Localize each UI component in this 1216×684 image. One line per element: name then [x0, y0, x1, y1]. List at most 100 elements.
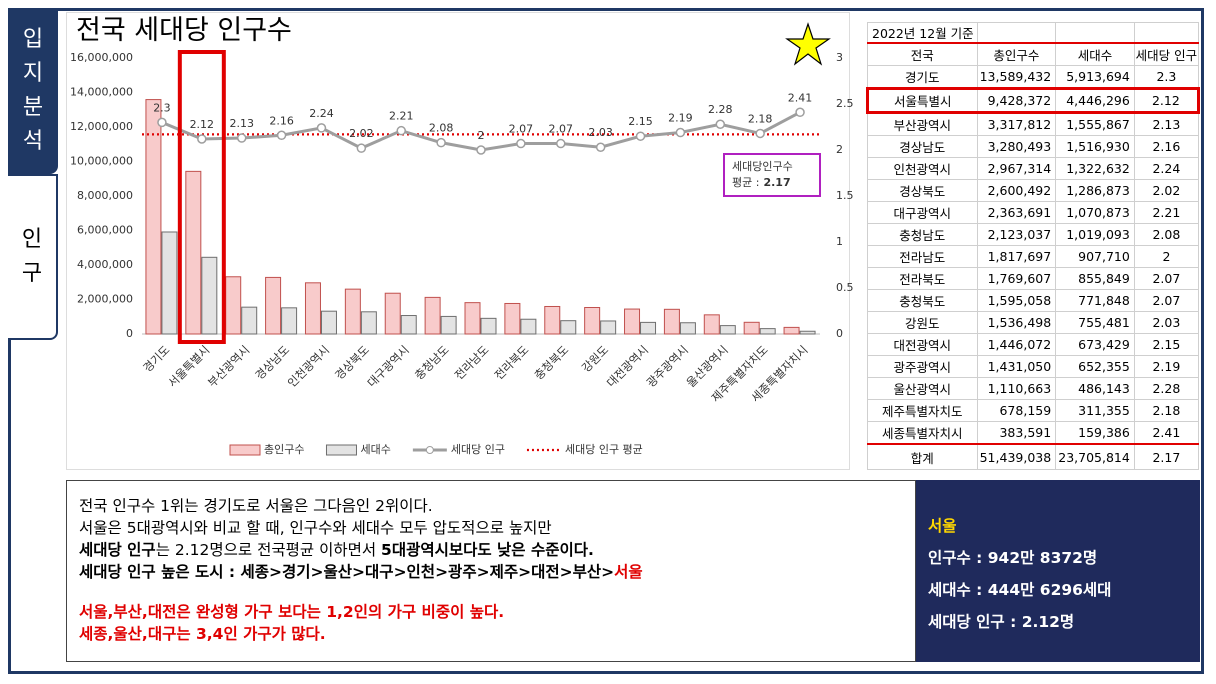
text-line: 세종,울산,대구는 3,4인 가구가 많다. — [79, 623, 903, 645]
table-row: 경기도 13,589,432 5,913,694 2.3 — [867, 65, 1200, 89]
table-cell: 2.13 — [1133, 112, 1200, 136]
table-row: 대구광역시 2,363,691 1,070,873 2.21 — [867, 201, 1200, 224]
data-label: 2.18 — [748, 112, 773, 125]
line-marker — [635, 131, 646, 141]
table-cell: 1,070,873 — [1055, 201, 1135, 224]
y-tick-label: 2,000,000 — [77, 293, 133, 306]
table-cell: 울산광역시 — [867, 377, 978, 400]
table-cell: 세종특별자치시 — [867, 421, 978, 445]
table-cell: 서울특별시 — [866, 87, 978, 114]
table-cell: 486,143 — [1055, 377, 1135, 400]
table-cell: 3,317,812 — [976, 112, 1057, 136]
bar — [783, 326, 800, 335]
bar — [201, 256, 218, 335]
data-label: 2.07 — [549, 123, 574, 136]
bar — [584, 306, 601, 335]
bar — [281, 307, 298, 335]
line-marker — [356, 143, 367, 153]
x-tick-label: 대구광역시 — [365, 343, 412, 390]
star-icon — [785, 22, 831, 66]
legend-label: 세대수 — [360, 443, 390, 456]
x-tick-label: 광주광역시 — [644, 343, 691, 390]
table-cell: 2,967,314 — [976, 157, 1057, 180]
x-tick-label: 인천광역시 — [285, 343, 332, 390]
data-label: 2.16 — [269, 114, 294, 127]
table-cell: 13,589,432 — [976, 65, 1057, 89]
table-row: 인천광역시 2,967,314 1,322,632 2.24 — [867, 157, 1200, 180]
data-table: 2022년 12월 기준 전국 총인구수 세대수 세대당 인구 경기도 13,589,432… — [866, 22, 1201, 470]
bar — [560, 320, 577, 335]
table-caption: 2022년 12월 기준 — [867, 22, 978, 44]
header-cell: 세대당 인구 — [1133, 42, 1200, 66]
line-marker — [795, 107, 805, 118]
line-marker — [715, 119, 726, 129]
table-cell: 2.07 — [1133, 289, 1200, 312]
text-segment: 서울 — [614, 563, 643, 581]
bar — [719, 325, 736, 335]
table-cell: 1,110,663 — [976, 377, 1057, 400]
bar — [185, 170, 202, 335]
legend-label: 세대당 인구 평균 — [565, 443, 643, 456]
tab[interactable]: 인구 — [8, 174, 58, 340]
table-cell: 경상남도 — [867, 135, 978, 158]
line-marker — [476, 145, 486, 155]
caption-row: 2022년 12월 기준 — [867, 22, 1200, 44]
legend-label: 총인구수 — [264, 443, 304, 456]
line-marker — [436, 137, 446, 148]
table-cell: 광주광역시 — [867, 355, 978, 378]
callout-value: 2.17 — [763, 176, 790, 189]
y2-tick-label: 2.5 — [836, 97, 854, 110]
data-label: 2.12 — [190, 118, 215, 131]
table-cell: 383,591 — [976, 421, 1057, 445]
table-cell: 755,481 — [1055, 311, 1135, 334]
bar — [624, 308, 641, 335]
table-cell: 771,848 — [1055, 289, 1135, 312]
bar — [241, 306, 258, 335]
table-row: 강원도 1,536,498 755,481 2.03 — [867, 311, 1200, 334]
bar — [225, 276, 242, 335]
notes-box: 전국 인구수 1위는 경기도로 서울은 그다음인 2위이다. 서울은 5대광역시와… — [66, 480, 916, 662]
y2-tick-label: 0.5 — [836, 281, 854, 294]
y2-tick-label: 1.5 — [836, 189, 854, 202]
y-tick-label: 8,000,000 — [77, 189, 133, 202]
table-cell: 1,322,632 — [1055, 157, 1135, 180]
table-cell: 경기도 — [867, 65, 978, 89]
x-tick-label: 충청북도 — [532, 343, 572, 383]
paragraph: 서울,부산,대전은 완성형 가구 보다는 1,2인의 가구 비중이 높다. 세종,… — [79, 601, 903, 645]
table-cell: 2.08 — [1133, 223, 1200, 246]
bar — [161, 231, 178, 335]
x-tick-label: 부산광역시 — [205, 343, 252, 390]
summary-box: 서울 인구수 : 942만 8372명 세대수 : 444만 6296세대 세대당 인… — [916, 480, 1200, 662]
bar — [799, 330, 816, 335]
total-cell: 51,439,038 — [976, 443, 1057, 470]
bar — [384, 292, 401, 335]
table-cell: 2.24 — [1133, 157, 1200, 180]
table-row: 제주특별자치도 678,159 311,355 2.18 — [867, 399, 1200, 422]
data-label: 2.3 — [153, 101, 171, 114]
table-cell — [1055, 22, 1135, 44]
line-marker — [236, 133, 247, 143]
callout-title: 세대당인구수 — [732, 160, 793, 173]
table-row: 충청북도 1,595,058 771,848 2.07 — [867, 289, 1200, 312]
x-tick-label: 전라북도 — [492, 343, 532, 383]
data-label: 2.41 — [788, 91, 813, 104]
bar — [600, 320, 617, 335]
table-cell: 1,446,072 — [976, 333, 1057, 356]
data-label: 2.08 — [429, 122, 454, 135]
summary-line: 세대당 인구 : 2.12명 — [928, 613, 1075, 631]
legend-label: 세대당 인구 — [451, 443, 505, 456]
table-cell: 4,446,296 — [1055, 87, 1135, 114]
table-row: 전라북도 1,769,607 855,849 2.07 — [867, 267, 1200, 290]
table-cell: 제주특별자치도 — [867, 399, 978, 422]
legend-swatch — [325, 444, 357, 456]
table-cell: 673,429 — [1055, 333, 1135, 356]
bar — [424, 296, 441, 335]
y2-tick-label: 0 — [836, 327, 843, 340]
callout-label: 평균 : — [732, 176, 759, 189]
line-marker — [755, 128, 765, 139]
paragraph: 전국 인구수 1위는 경기도로 서울은 그다음인 2위이다. 서울은 5대광역시와… — [79, 495, 903, 583]
text-segment: 서울은 5대광역시와 비교 할 때, 인구수와 세대수 모두 압도적으로 높지만 — [79, 519, 552, 537]
tab[interactable]: 입지분석 — [8, 8, 58, 174]
table-cell — [1133, 22, 1200, 44]
table-cell: 대구광역시 — [867, 201, 978, 224]
